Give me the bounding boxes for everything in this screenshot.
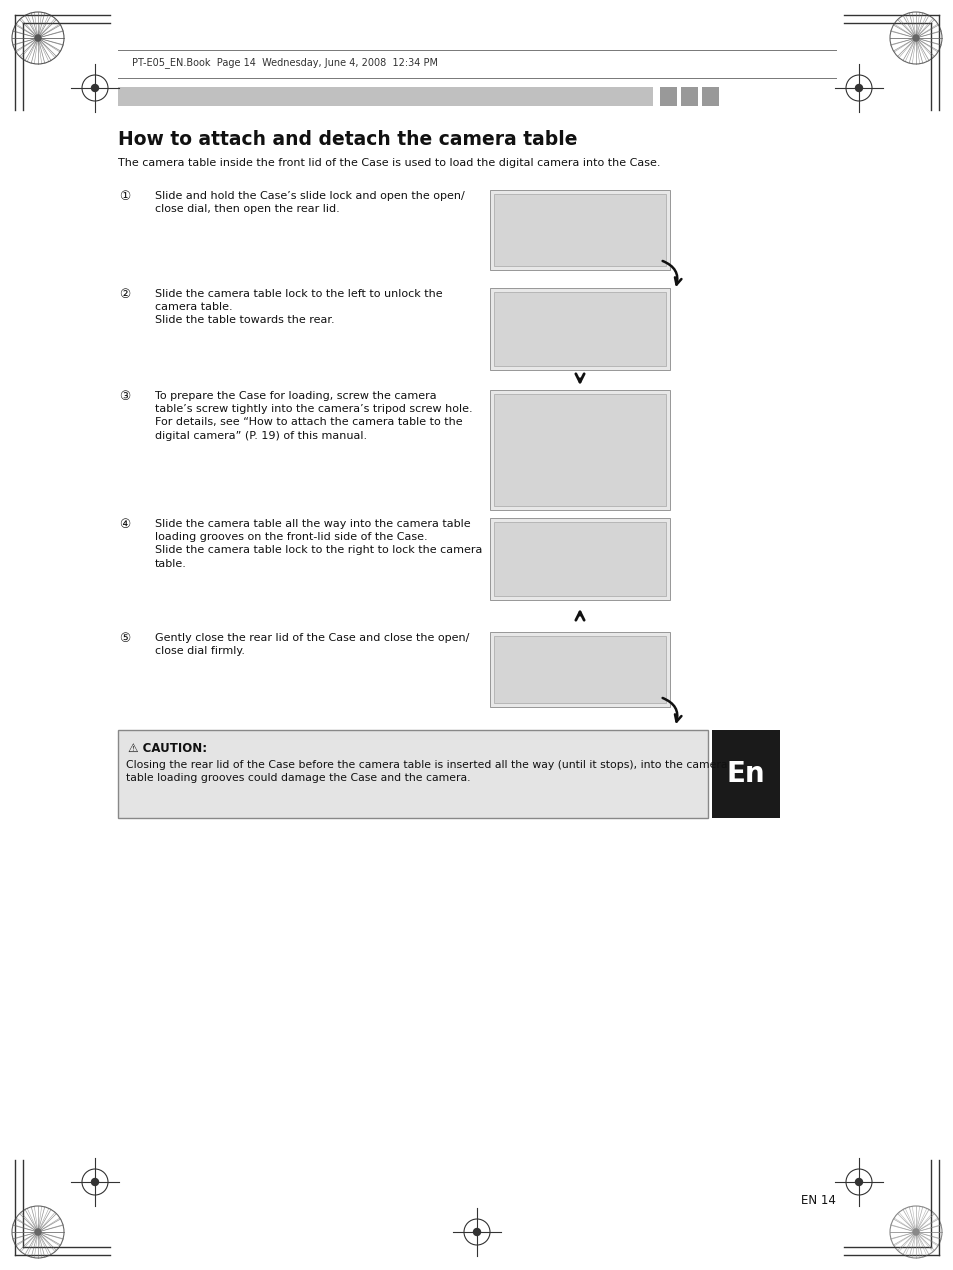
Circle shape [912, 36, 918, 41]
Text: ⑤: ⑤ [119, 632, 131, 645]
Bar [494, 394, 665, 505]
Circle shape [912, 1229, 918, 1234]
Text: Slide and hold the Case’s slide lock and open the open/
close dial, then open th: Slide and hold the Case’s slide lock and… [154, 190, 464, 215]
Text: ⚠ CAUTION:: ⚠ CAUTION: [128, 742, 207, 754]
Text: Slide the camera table lock to the left to unlock the
camera table.
Slide the ta: Slide the camera table lock to the left … [154, 290, 442, 325]
Bar [490, 190, 669, 271]
Text: Slide the camera table all the way into the camera table
loading grooves on the : Slide the camera table all the way into … [154, 519, 482, 569]
Bar [494, 522, 665, 596]
Bar [490, 288, 669, 370]
Bar [711, 730, 780, 818]
Text: En: En [726, 759, 764, 787]
Text: Closing the rear lid of the Case before the camera table is inserted all the way: Closing the rear lid of the Case before … [126, 759, 727, 784]
Bar [490, 390, 669, 511]
Bar [118, 88, 652, 105]
Text: Gently close the rear lid of the Case and close the open/
close dial firmly.: Gently close the rear lid of the Case an… [154, 632, 469, 657]
Bar [701, 88, 719, 105]
Text: To prepare the Case for loading, screw the camera
table’s screw tightly into the: To prepare the Case for loading, screw t… [154, 391, 472, 441]
Circle shape [473, 1228, 480, 1236]
Text: ④: ④ [119, 518, 131, 532]
Bar [494, 636, 665, 704]
Circle shape [91, 85, 98, 91]
Bar [490, 632, 669, 707]
Text: How to attach and detach the camera table: How to attach and detach the camera tabl… [118, 130, 577, 149]
Circle shape [855, 85, 862, 91]
Bar [680, 88, 698, 105]
Text: EN 14: EN 14 [801, 1194, 835, 1206]
Text: ②: ② [119, 288, 131, 301]
Circle shape [91, 1179, 98, 1185]
Text: ①: ① [119, 190, 131, 203]
Bar [118, 730, 707, 818]
Bar [659, 88, 677, 105]
Bar [494, 292, 665, 366]
Text: ③: ③ [119, 390, 131, 404]
Circle shape [35, 36, 41, 41]
Bar [490, 518, 669, 599]
Bar [494, 194, 665, 265]
Text: The camera table inside the front lid of the Case is used to load the digital ca: The camera table inside the front lid of… [118, 157, 659, 168]
Circle shape [855, 1179, 862, 1185]
Text: PT-E05_EN.Book  Page 14  Wednesday, June 4, 2008  12:34 PM: PT-E05_EN.Book Page 14 Wednesday, June 4… [132, 57, 437, 69]
Circle shape [35, 1229, 41, 1234]
